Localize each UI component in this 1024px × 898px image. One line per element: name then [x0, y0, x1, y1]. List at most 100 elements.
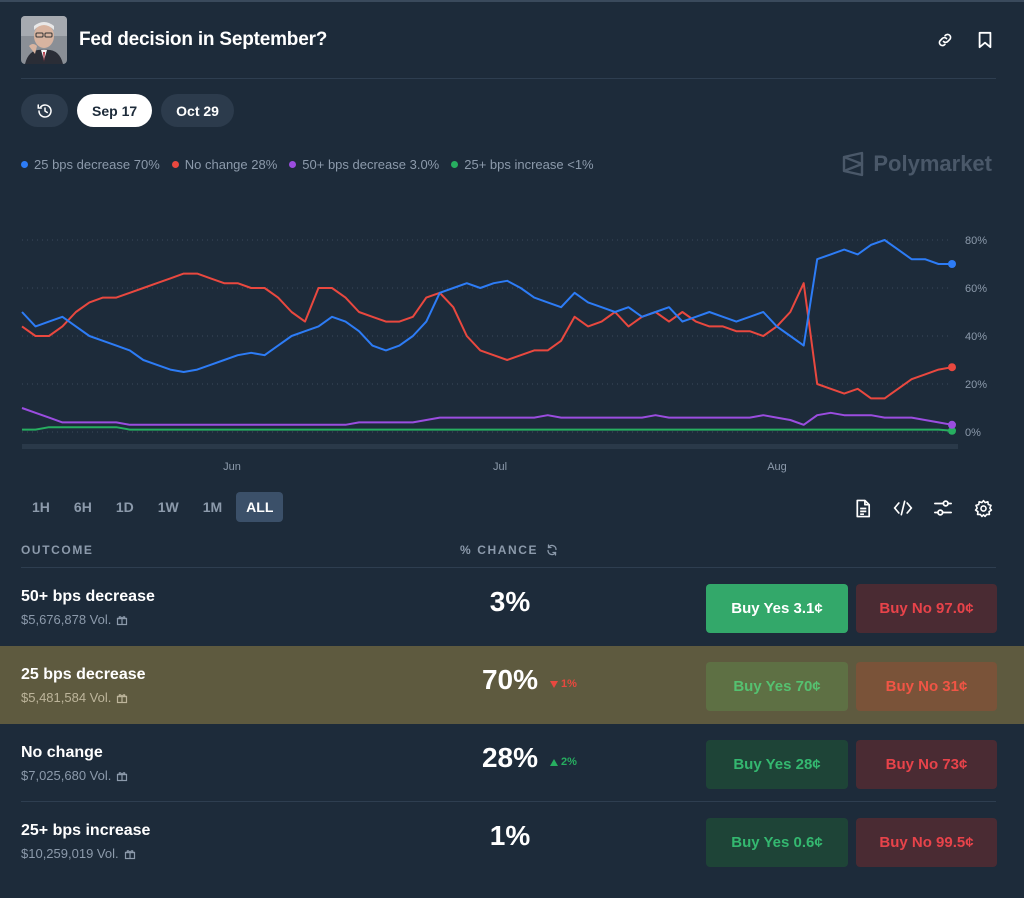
volume-text: $10,259,019 Vol. — [21, 846, 119, 861]
clock-icon — [37, 103, 52, 118]
time-range-selector: 1H 6H 1D 1W 1M ALL — [22, 492, 284, 522]
volume-text: $5,481,584 Vol. — [21, 690, 112, 705]
legend-dot — [289, 161, 297, 168]
polymarket-logo-icon — [843, 151, 864, 177]
history-button[interactable] — [21, 94, 68, 127]
x-tick-label: Jun — [223, 461, 241, 473]
buy-no-button[interactable]: Buy No 99.5¢ — [856, 818, 997, 867]
chance-change-value: 1% — [561, 678, 577, 690]
legend-dot — [451, 161, 459, 168]
legend-label: 25 bps decrease 70% — [34, 157, 160, 172]
y-tick-label: 0% — [965, 427, 981, 439]
chance-column-header: % CHANCE — [460, 543, 558, 557]
buy-no-button[interactable]: Buy No 73¢ — [856, 740, 997, 789]
outcome-chance: 28% — [481, 742, 539, 773]
x-axis-track — [22, 444, 958, 449]
range-all[interactable]: ALL — [236, 492, 284, 522]
series-endpoint-marker — [948, 260, 956, 268]
date-pill-oct29[interactable]: Oct 29 — [161, 94, 234, 127]
probability-chart[interactable]: 80% 60% 40% 20% 0% Jun Jul Aug — [0, 200, 1024, 480]
header-divider — [21, 78, 996, 79]
y-tick-label: 60% — [965, 283, 987, 295]
triangle-up-icon — [550, 758, 558, 766]
outcome-row-25bps-increase: 25+ bps increase $10,259,019 Vol. 1% Buy… — [0, 802, 1024, 880]
gift-icon — [117, 771, 128, 781]
y-tick-label: 80% — [965, 235, 987, 247]
buy-no-button[interactable]: Buy No 97.0¢ — [856, 584, 997, 633]
market-avatar — [21, 16, 67, 64]
refresh-icon[interactable] — [546, 544, 558, 556]
y-tick-label: 20% — [965, 379, 987, 391]
polymarket-watermark: Polymarket — [841, 151, 992, 177]
chance-change-value: 2% — [561, 756, 577, 768]
chart-tools — [852, 497, 994, 519]
range-1h[interactable]: 1H — [32, 499, 50, 515]
gift-icon — [117, 615, 128, 625]
buy-yes-button[interactable]: Buy Yes 3.1¢ — [706, 584, 848, 633]
series-line-no-change — [21, 272, 953, 400]
legend-item-25bps-decrease: 25 bps decrease 70% — [21, 157, 160, 172]
gift-icon — [117, 693, 128, 703]
range-1d[interactable]: 1D — [115, 499, 134, 515]
range-6h[interactable]: 6H — [73, 499, 92, 515]
date-pill-sep17[interactable]: Sep 17 — [77, 94, 153, 127]
legend-item-25bps-increase: 25+ bps increase <1% — [451, 157, 594, 172]
outcome-volume: $10,259,019 Vol. — [21, 846, 136, 861]
polymarket-wordmark: Polymarket — [873, 151, 992, 176]
bookmark-icon[interactable] — [974, 29, 996, 51]
chance-change-down: 1% — [550, 678, 577, 690]
table-divider — [21, 567, 996, 568]
outcome-chance: 1% — [489, 820, 531, 851]
legend-label: 25+ bps increase <1% — [464, 157, 594, 172]
range-1m[interactable]: 1M — [202, 499, 223, 515]
outcome-chance: 70% — [481, 664, 539, 695]
legend-label: No change 28% — [184, 157, 278, 172]
sliders-icon[interactable] — [932, 497, 954, 519]
outcome-volume: $5,676,878 Vol. — [21, 612, 128, 627]
document-icon[interactable] — [852, 497, 874, 519]
series-endpoint-marker — [948, 363, 956, 372]
outcome-column-header: OUTCOME — [21, 543, 94, 557]
buy-no-button[interactable]: Buy No 31¢ — [856, 662, 997, 711]
x-tick-label: Jul — [493, 461, 507, 473]
series-line-25-bps-increase — [22, 426, 953, 432]
link-icon[interactable] — [934, 29, 956, 51]
outcome-name: 50+ bps decrease — [21, 588, 155, 605]
volume-text: $7,025,680 Vol. — [21, 768, 112, 783]
outcome-name: No change — [21, 744, 103, 761]
chance-column-label: % CHANCE — [460, 543, 539, 557]
outcome-row-no-change: No change $7,025,680 Vol. 28% 2% Buy Yes… — [0, 724, 1024, 802]
legend-item-no-change: No change 28% — [171, 157, 278, 172]
triangle-down-icon — [550, 680, 558, 688]
outcome-row-25bps-decrease: 25 bps decrease $5,481,584 Vol. 70% 1% B… — [0, 646, 1024, 724]
y-tick-label: 40% — [965, 331, 987, 343]
chance-change-up: 2% — [550, 756, 577, 768]
embed-code-icon[interactable] — [892, 497, 914, 519]
top-border — [0, 0, 1024, 2]
legend-dot — [171, 161, 179, 168]
legend-item-50bps-decrease: 50+ bps decrease 3.0% — [289, 157, 439, 172]
outcome-volume: $7,025,680 Vol. — [21, 768, 128, 783]
legend-label: 50+ bps decrease 3.0% — [302, 157, 440, 172]
series-line-50-bps-decrease — [21, 407, 953, 426]
settings-gear-icon[interactable] — [972, 497, 994, 519]
series-line-25-bps-decrease — [21, 239, 952, 373]
date-selector: Sep 17 Oct 29 — [21, 94, 234, 127]
legend-dot — [21, 161, 28, 168]
outcome-volume: $5,481,584 Vol. — [21, 690, 128, 705]
buy-yes-button[interactable]: Buy Yes 28¢ — [706, 740, 848, 789]
outcome-name: 25+ bps increase — [21, 822, 151, 839]
series-endpoint-marker — [948, 420, 956, 429]
gift-icon — [124, 849, 135, 859]
buy-yes-button[interactable]: Buy Yes 0.6¢ — [706, 818, 848, 867]
market-title: Fed decision in September? — [79, 29, 328, 50]
volume-text: $5,676,878 Vol. — [21, 612, 112, 627]
table-divider — [21, 801, 996, 802]
chart-legend: 25 bps decrease 70% No change 28% 50+ bp… — [21, 157, 594, 172]
buy-yes-button[interactable]: Buy Yes 70¢ — [706, 662, 848, 711]
outcome-name: 25 bps decrease — [21, 666, 146, 683]
range-1w[interactable]: 1W — [157, 499, 179, 515]
x-tick-label: Aug — [767, 461, 787, 473]
series-endpoint-marker — [948, 426, 956, 435]
outcome-chance: 3% — [489, 586, 531, 617]
